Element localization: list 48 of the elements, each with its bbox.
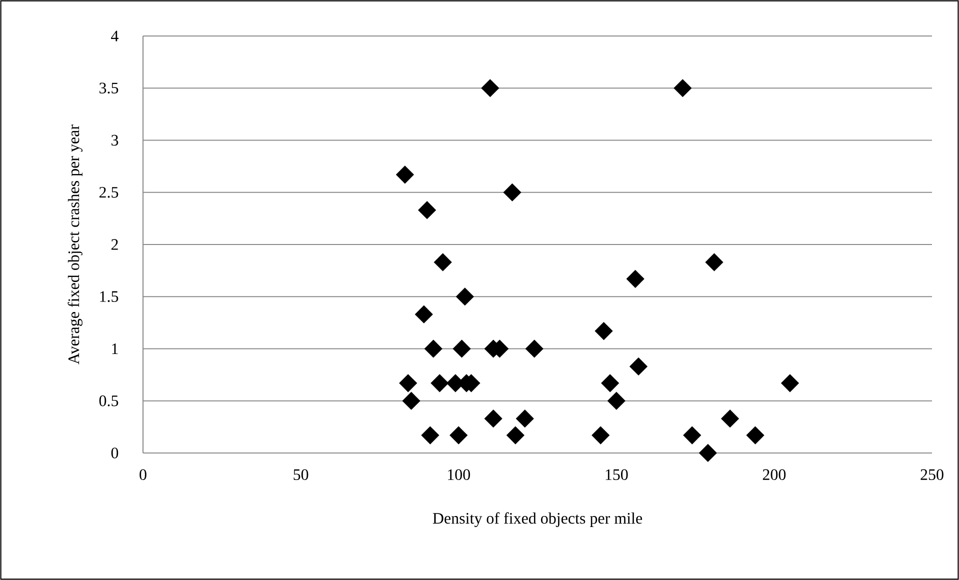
point [452, 340, 471, 358]
point [781, 374, 799, 392]
x-tick-label: 0 [140, 469, 146, 480]
point [630, 358, 648, 376]
y-tick-label: 3.5 [100, 82, 118, 94]
x-tick-label: 200 [762, 469, 786, 480]
point [601, 374, 620, 392]
y-axis-title: Average fixed object crashes per year [68, 124, 82, 364]
point [674, 79, 692, 98]
y-tick-label: 2.5 [99, 186, 118, 198]
point [592, 426, 610, 444]
point [402, 392, 420, 410]
y-tick-label: 2 [111, 239, 118, 250]
y-tick-label: 0 [111, 448, 118, 458]
x-tick-label: 250 [920, 469, 944, 480]
x-tick-label: 150 [606, 469, 628, 480]
point [503, 183, 522, 202]
point [421, 426, 440, 444]
point [746, 426, 764, 444]
point [434, 253, 452, 272]
point [594, 322, 613, 340]
point [626, 270, 644, 288]
point [516, 410, 534, 428]
point [607, 392, 626, 410]
y-tick-label: 1.5 [100, 291, 118, 302]
point [424, 340, 442, 358]
y-tick-label: 3 [112, 134, 118, 146]
point [481, 79, 500, 98]
y-tick-label: 0.5 [99, 395, 118, 406]
x-axis-title: Density of fixed objects per mile [432, 512, 642, 528]
y-tick-label: 1 [112, 343, 118, 354]
point [705, 253, 724, 272]
point [418, 201, 436, 220]
point [721, 410, 739, 428]
point [396, 166, 414, 184]
y-tick-label: 4 [111, 30, 118, 42]
point [506, 426, 524, 444]
point [456, 288, 474, 306]
point [450, 426, 468, 444]
point [414, 305, 433, 324]
point [525, 340, 544, 358]
x-tick-label: 100 [448, 469, 470, 480]
point [683, 426, 702, 444]
point [399, 374, 418, 392]
point [698, 444, 717, 462]
point [484, 410, 502, 428]
point [430, 374, 449, 392]
x-tick-label: 50 [294, 469, 308, 480]
